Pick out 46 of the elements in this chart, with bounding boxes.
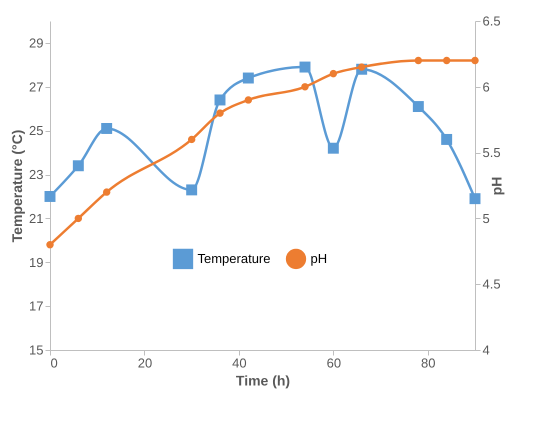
x-axis-title: Time (h) xyxy=(236,372,290,388)
point xyxy=(44,190,56,202)
y-tick-label: 17 xyxy=(29,298,44,314)
y-axis-title: Temperature (°C) xyxy=(9,130,26,242)
point xyxy=(441,134,452,145)
point xyxy=(244,96,252,104)
legend-label: pH xyxy=(310,250,328,266)
y2-tick-label: 5 xyxy=(482,210,490,226)
point xyxy=(186,184,198,196)
point xyxy=(102,188,110,196)
y-tick-label: 25 xyxy=(29,123,44,138)
y-tick-label: 19 xyxy=(29,254,44,270)
y-tick-label: 23 xyxy=(29,167,44,182)
y-tick-label: 21 xyxy=(29,210,44,226)
x-tick-label: 20 xyxy=(138,356,152,370)
point xyxy=(328,142,339,154)
y2-tick-label: 6 xyxy=(482,79,490,94)
point xyxy=(301,83,309,90)
point xyxy=(242,72,254,84)
point xyxy=(414,56,422,64)
point xyxy=(442,56,450,64)
point xyxy=(74,214,82,222)
y-tick-label: 27 xyxy=(29,79,44,94)
y2-tick-label: 4 xyxy=(482,342,490,358)
point xyxy=(188,136,196,144)
y2-axis-title: pH xyxy=(488,176,505,196)
x-tick-label: 40 xyxy=(232,356,247,370)
point xyxy=(216,109,224,117)
y2-tick-label: 5.5 xyxy=(482,145,501,160)
y2-tick-label: 6.5 xyxy=(482,14,501,28)
legend-label: Temperature xyxy=(198,250,270,266)
y-tick-label: 15 xyxy=(29,342,44,358)
point xyxy=(214,94,226,106)
point xyxy=(46,241,54,248)
y2-tick-label: 4.5 xyxy=(482,276,501,292)
point xyxy=(72,160,84,172)
x-tick-label: 80 xyxy=(421,356,436,370)
point xyxy=(470,193,480,204)
point xyxy=(300,62,310,73)
point xyxy=(412,101,424,112)
point xyxy=(330,70,338,78)
x-tick-label: 0 xyxy=(50,356,58,370)
point xyxy=(471,56,479,64)
y-tick-label: 29 xyxy=(29,35,44,50)
x-tick-label: 60 xyxy=(326,356,342,370)
point xyxy=(101,122,112,134)
